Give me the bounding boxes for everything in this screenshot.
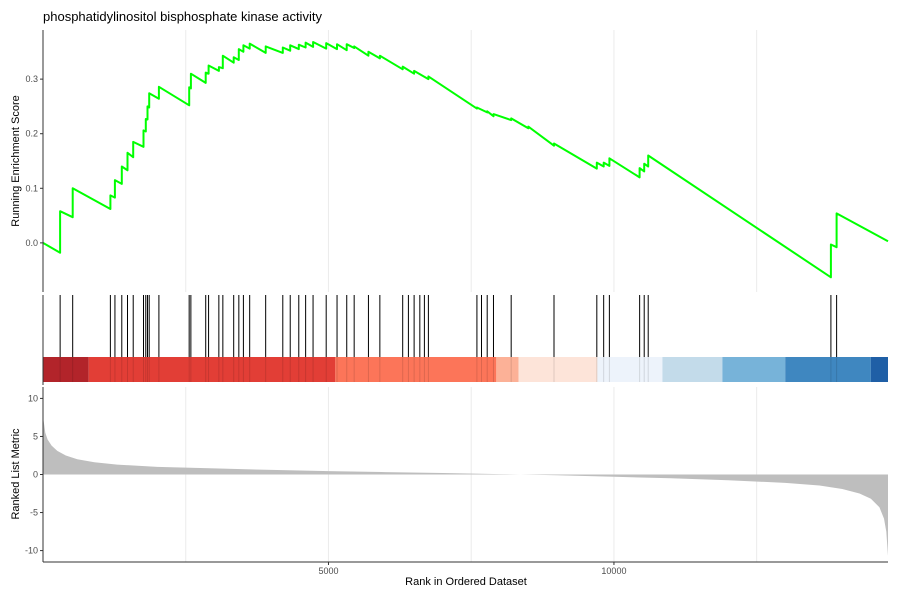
heat-band	[870, 357, 888, 382]
x-tick-label: 5000	[318, 566, 338, 576]
ranked-metric-y-axis-label: Ranked List Metric	[10, 428, 22, 520]
ranking-heat-bar	[43, 357, 888, 382]
hits-panel	[42, 295, 888, 385]
enrichment-y-axis-label: Running Enrichment Score	[10, 95, 22, 226]
heat-band	[43, 357, 89, 382]
ranked-metric-y-tick-label: 5	[33, 431, 38, 441]
enrichment-y-tick-label: 0.0	[25, 238, 38, 248]
chart-title: phosphatidylinositol bisphosphate kinase…	[43, 9, 322, 24]
ranked-metric-y-tick-label: -10	[25, 546, 38, 556]
x-axis-ticks: 5000 10000	[318, 562, 626, 576]
enrichment-panel: 0.0 0.1 0.2 0.3 Running Enrichment Score	[10, 30, 889, 292]
ranked-metric-y-tick-label: 0	[33, 470, 38, 480]
heat-band	[518, 357, 598, 382]
enrichment-y-tick-label: 0.1	[25, 183, 38, 193]
ranked-metric-y-tick-label: -5	[30, 508, 38, 518]
enrichment-y-tick-label: 0.2	[25, 129, 38, 139]
ranked-metric-y-tick-label: 10	[28, 393, 38, 403]
x-axis-label: Rank in Ordered Dataset	[405, 576, 527, 588]
heat-band	[88, 357, 336, 382]
heat-band	[722, 357, 786, 382]
hit-lines	[59, 295, 838, 357]
running-enrichment-line	[42, 41, 889, 279]
enrichment-y-tick-label: 0.3	[25, 74, 38, 84]
heat-band	[785, 357, 871, 382]
heat-band	[496, 357, 519, 382]
heat-band	[662, 357, 723, 382]
ranked-metric-panel: 10 5 0 -5 -10 Ranked List Metric	[10, 387, 888, 563]
x-tick-label: 10000	[601, 566, 626, 576]
heat-band	[597, 357, 663, 382]
heat-band	[335, 357, 497, 382]
